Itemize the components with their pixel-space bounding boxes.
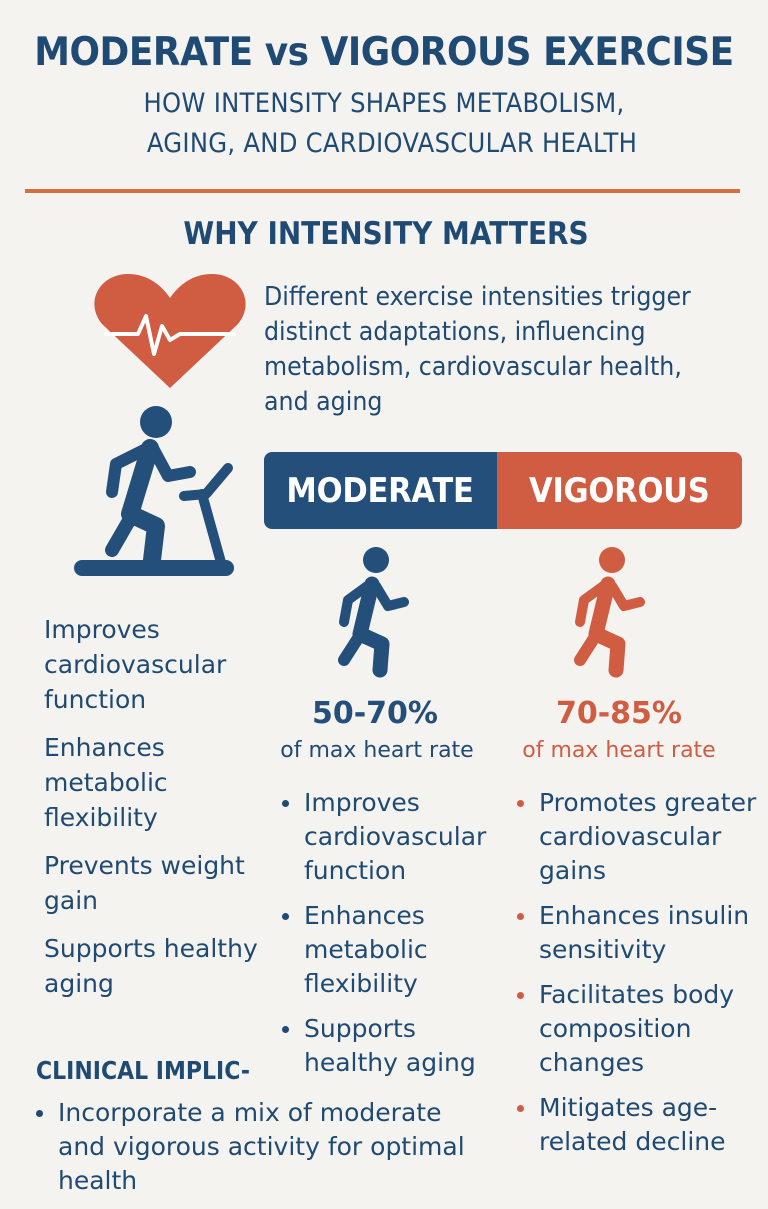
bullet-icon — [36, 1110, 43, 1117]
moderate-benefits-list: Improves cardiovascular function Enhance… — [280, 786, 498, 1091]
moderate-benefit: Enhances metabolic flexibility — [280, 899, 498, 1001]
benefit-text: Enhances metabolic flexibility — [304, 901, 428, 998]
vigorous-benefit: Enhances insulin sensitivity — [515, 899, 760, 967]
bullet-icon — [282, 800, 289, 807]
intro-line: metabolism, cardiovascular health, — [264, 352, 682, 382]
general-benefit: Enhances metabolic flexibility — [44, 733, 168, 832]
bullet-icon — [517, 1105, 524, 1112]
general-benefit: Improves cardiovascular function — [44, 615, 227, 714]
benefit-text: Improves cardiovascular function — [304, 788, 487, 885]
bullet-icon — [517, 800, 524, 807]
moderate-walker-icon — [330, 544, 414, 678]
intro-text: Different exercise intensities trigger d… — [264, 280, 720, 420]
vigorous-label: VIGOROUS — [529, 470, 710, 511]
intro-line: distinct adaptations, influencing — [264, 317, 646, 347]
moderate-range-sub: of max heart rate — [280, 738, 474, 763]
general-benefit: Supports healthy aging — [44, 934, 258, 998]
bullet-icon — [282, 1026, 289, 1033]
intro-line: and aging — [264, 387, 383, 417]
treadmill-runner-icon — [72, 400, 238, 582]
clinical-item: Incorporate a mix of moderate and vigoro… — [34, 1096, 494, 1198]
vigorous-range: 70-85% — [555, 696, 682, 731]
general-benefit: Prevents weight gain — [44, 851, 245, 915]
moderate-benefit: Improves cardiovascular function — [280, 786, 498, 888]
page-title: MODERATE vs VIGOROUS EXERCISE — [34, 30, 734, 75]
clinical-text: Incorporate a mix of moderate and vigoro… — [58, 1098, 465, 1195]
bullet-icon — [282, 913, 289, 920]
vigorous-benefits-list: Promotes greater cardiovascular gains En… — [515, 786, 760, 1170]
divider-rule — [25, 189, 740, 193]
bullet-icon — [517, 992, 524, 999]
benefit-text: Mitigates age-related decline — [539, 1093, 726, 1156]
heart-pulse-icon — [92, 272, 248, 390]
clinical-list: Incorporate a mix of moderate and vigoro… — [34, 1096, 494, 1209]
moderate-header: MODERATE — [264, 452, 497, 529]
bullet-icon — [517, 913, 524, 920]
vigorous-header: VIGOROUS — [497, 452, 742, 529]
vigorous-benefit: Mitigates age-related decline — [515, 1091, 760, 1159]
moderate-label: MODERATE — [286, 470, 475, 511]
vigorous-benefit: Facilitates body composition changes — [515, 978, 760, 1080]
benefit-text: Facilitates body composition changes — [539, 980, 735, 1077]
moderate-range: 50-70% — [311, 696, 438, 731]
intro-line: Different exercise intensities trigger — [264, 282, 691, 312]
benefit-text: Enhances insulin sensitivity — [539, 901, 750, 964]
vigorous-benefit: Promotes greater cardiovascular gains — [515, 786, 760, 888]
clinical-title: CLINICAL IMPLIC- — [36, 1056, 250, 1085]
moderate-benefit: Supports healthy aging — [280, 1012, 498, 1080]
subtitle-line-1: HOW INTENSITY SHAPES METABOLISM, — [143, 88, 625, 119]
subtitle-line-2: AGING, AND CARDIOVASCULAR HEALTH — [146, 128, 638, 159]
general-benefits-list: Improves cardiovascular function Enhance… — [44, 612, 274, 1014]
section-title-why: WHY INTENSITY MATTERS — [183, 216, 589, 252]
vigorous-range-sub: of max heart rate — [522, 738, 716, 763]
intensity-comparison-bar: MODERATE VIGOROUS — [264, 452, 742, 529]
benefit-text: Supports healthy aging — [304, 1014, 476, 1077]
benefit-text: Promotes greater cardiovascular gains — [539, 788, 757, 885]
vigorous-walker-icon — [566, 544, 650, 678]
